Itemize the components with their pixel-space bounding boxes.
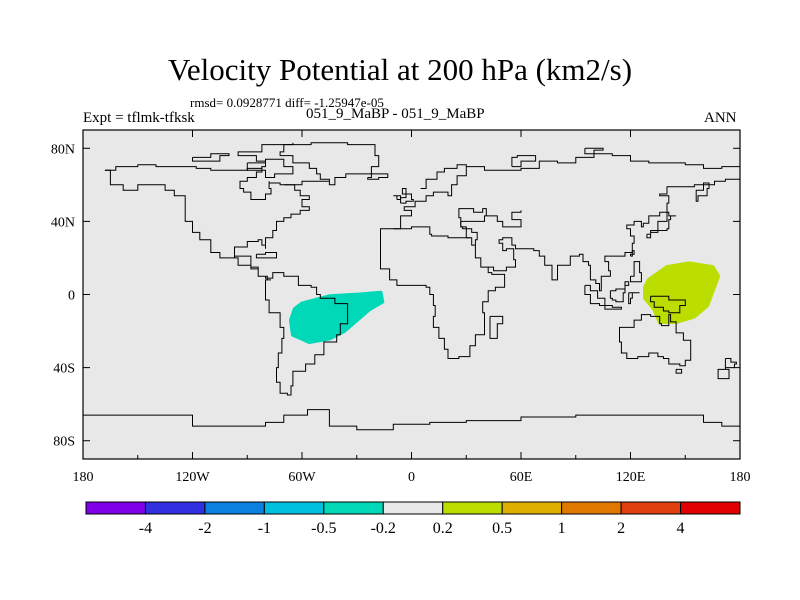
- coastline-24: [393, 195, 402, 200]
- coastline-28: [511, 155, 537, 168]
- map-background: [83, 130, 740, 459]
- stats-text: rmsd= 0.0928771 diff= -1.25947e-05: [190, 95, 384, 110]
- coastline-12: [604, 305, 622, 310]
- coastline-26: [192, 153, 230, 162]
- coastline-6: [420, 164, 467, 189]
- coastline-13: [609, 281, 630, 303]
- colorbar-label: -0.2: [371, 520, 396, 537]
- colorbar-label: 0.2: [433, 520, 453, 537]
- negative-anomaly-south-america: [289, 290, 385, 344]
- chart-title: Velocity Potential at 200 hPa (km2/s): [167, 52, 633, 87]
- coastline-27: [246, 158, 294, 178]
- colorbar: -4 -2 -1 -0.5 -0.2 0.2 0.5 1 2 4: [85, 501, 741, 537]
- colorbar-swatch: [323, 501, 384, 515]
- colorbar-swatch: [620, 501, 682, 515]
- y-tick-label: 40S: [53, 362, 75, 377]
- coastline-14: [628, 292, 640, 305]
- x-tick-label: 60W: [288, 470, 316, 485]
- coastline-0: [83, 409, 741, 436]
- coastline-17: [630, 250, 635, 257]
- colorbar-swatch: [680, 501, 741, 515]
- colorbar-label: -0.5: [311, 520, 336, 537]
- coastline-21: [717, 358, 737, 380]
- colorbar-swatch: [442, 501, 503, 515]
- coastline-29: [584, 147, 604, 155]
- colorbar-label: 4: [677, 520, 685, 537]
- colorbar-label: 0.5: [492, 520, 512, 537]
- coastline-15: [650, 295, 686, 314]
- colorbar-label: 1: [558, 520, 566, 537]
- coastline-16: [646, 211, 677, 239]
- coastline-9: [488, 175, 741, 292]
- coastline-8: [460, 210, 522, 246]
- case-names: 051_9_MaBP - 051_9_MaBP: [306, 106, 485, 122]
- x-tick-label: 60E: [510, 470, 533, 485]
- colorbar-label: -4: [139, 520, 152, 537]
- experiment-label: Expt = tflmk-tfksk: [83, 110, 195, 126]
- y-tick-label: 80N: [51, 142, 75, 157]
- colorbar-swatch: [382, 501, 444, 515]
- coastline-22: [489, 315, 504, 339]
- colorbar-swatch: [263, 501, 325, 515]
- colorbar-swatch: [501, 501, 563, 515]
- y-tick-label: 80S: [53, 435, 75, 450]
- colorbar-swatch: [85, 501, 146, 515]
- colorbar-label: 2: [617, 520, 625, 537]
- map-plot: [83, 130, 741, 459]
- colorbar-swatch: [144, 501, 206, 515]
- coastline-20: [675, 368, 683, 374]
- coastline-5: [393, 153, 741, 230]
- colorbar-swatch: [204, 501, 265, 515]
- x-tick-label: 120E: [616, 470, 646, 485]
- coastline-19: [619, 314, 692, 367]
- colorbar-label: -2: [198, 520, 211, 537]
- coastline-2: [104, 166, 349, 396]
- coastline-3: [279, 142, 380, 186]
- x-tick-label: 180: [730, 470, 751, 485]
- y-tick-label: 40N: [51, 215, 75, 230]
- coastline-18: [630, 261, 642, 283]
- x-tick-label: 180: [73, 470, 94, 485]
- y-tick-label: 0: [68, 289, 75, 304]
- coastline-25: [255, 252, 277, 259]
- x-tick-label: 0: [408, 470, 415, 485]
- coastline-4: [367, 173, 389, 180]
- coastline-23: [400, 188, 414, 204]
- x-tick-label: 120W: [175, 470, 210, 485]
- season-label: ANN: [704, 110, 737, 126]
- coastline-10: [458, 208, 487, 239]
- coastline-7: [380, 226, 506, 359]
- map-axes: 180 120W 60W 0 60E 120E 180 80N 40N 0 40S 80S: [51, 129, 751, 485]
- colorbar-swatch: [561, 501, 622, 515]
- colorbar-label: -1: [258, 520, 271, 537]
